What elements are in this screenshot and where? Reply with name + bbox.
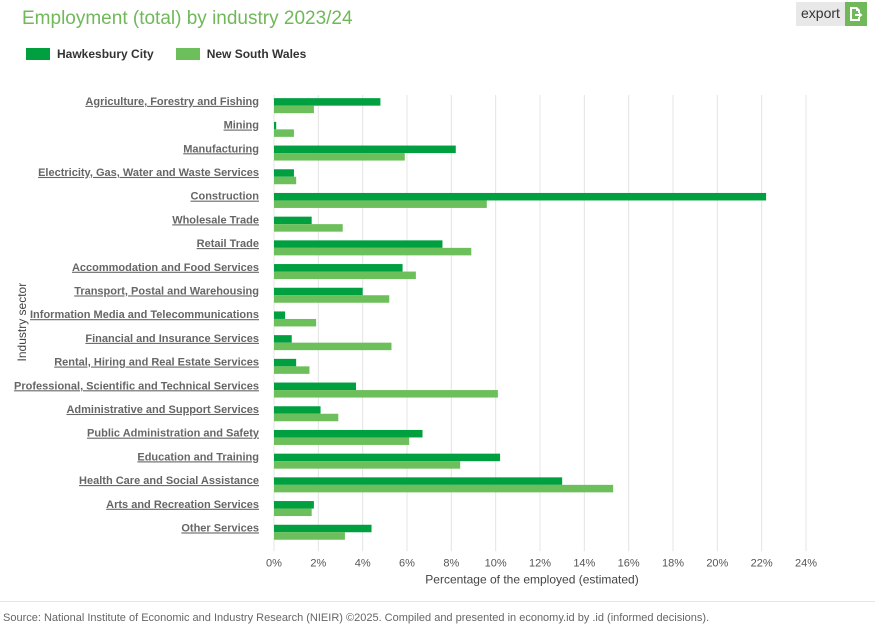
bar-hawkesbury[interactable] — [274, 429, 423, 438]
bar-nsw[interactable] — [274, 224, 343, 232]
bar-hawkesbury[interactable] — [274, 335, 292, 343]
x-tick-label: 14% — [573, 557, 595, 569]
category-label[interactable]: Health Care and Social Assistance — [79, 475, 259, 487]
category-label[interactable]: Administrative and Support Services — [66, 404, 259, 416]
bar-nsw[interactable] — [274, 318, 317, 327]
category-label[interactable]: Mining — [224, 120, 259, 132]
legend-label-hawkesbury: Hawkesbury City — [57, 47, 154, 61]
bar-nsw[interactable] — [274, 153, 405, 161]
bar-hawkesbury[interactable] — [274, 287, 363, 296]
bar-nsw[interactable] — [274, 271, 416, 280]
bar-nsw[interactable] — [274, 129, 294, 137]
x-axis-title: Percentage of the employed (estimated) — [425, 572, 638, 586]
bar-hawkesbury[interactable] — [274, 382, 357, 391]
legend-swatch-hawkesbury — [26, 48, 50, 60]
bar-nsw[interactable] — [274, 508, 312, 517]
x-tick-label: 20% — [706, 557, 728, 569]
bar-hawkesbury[interactable] — [274, 145, 456, 154]
bar-nsw[interactable] — [274, 390, 498, 398]
bar-hawkesbury[interactable] — [274, 406, 321, 414]
bar-chart: 0% 2% 4% 6% 8% 10% 12% 14% 16% 18% 20% 22% 24% Agricu… — [14, 95, 817, 586]
legend-item-nsw[interactable]: New South Wales — [175, 47, 307, 61]
category-label[interactable]: Transport, Postal and Warehousing — [74, 285, 259, 297]
x-tick-label: 10% — [485, 557, 507, 569]
source-note: Source: National Institute of Economic a… — [3, 612, 710, 624]
bar-hawkesbury[interactable] — [274, 453, 501, 462]
category-label[interactable]: Education and Training — [137, 451, 259, 463]
bar-hawkesbury[interactable] — [274, 524, 372, 533]
bar-hawkesbury[interactable] — [274, 121, 277, 130]
category-label[interactable]: Agriculture, Forestry and Fishing — [85, 96, 259, 108]
x-tick-label: 4% — [355, 557, 371, 569]
x-tick-label: 22% — [751, 557, 773, 569]
x-tick-label: 6% — [399, 557, 415, 569]
export-icon — [844, 2, 867, 26]
legend-swatch-nsw — [175, 48, 200, 60]
category-label[interactable]: Wholesale Trade — [172, 214, 259, 226]
bar-hawkesbury[interactable] — [274, 192, 767, 201]
category-label[interactable]: Financial and Insurance Services — [85, 333, 259, 345]
export-label: export — [796, 2, 845, 26]
category-label[interactable]: Information Media and Telecommunications — [30, 309, 259, 321]
bar-hawkesbury[interactable] — [274, 98, 381, 106]
bar-hawkesbury[interactable] — [274, 169, 294, 177]
category-label[interactable]: Arts and Recreation Services — [106, 499, 259, 511]
bar-nsw[interactable] — [274, 342, 392, 351]
bar-hawkesbury[interactable] — [274, 311, 286, 319]
x-tick-label: 18% — [662, 557, 684, 569]
x-tick-label: 8% — [443, 557, 459, 569]
x-tick-label: 12% — [529, 557, 551, 569]
bar-nsw[interactable] — [274, 437, 410, 445]
x-tick-label: 0% — [266, 557, 282, 569]
category-label[interactable]: Professional, Scientific and Technical S… — [14, 380, 259, 392]
bar-nsw[interactable] — [274, 295, 390, 303]
category-label[interactable]: Construction — [191, 191, 260, 203]
bar-nsw[interactable] — [274, 105, 314, 114]
bar-nsw[interactable] — [274, 461, 461, 469]
bar-nsw[interactable] — [274, 176, 297, 185]
bar-nsw[interactable] — [274, 247, 472, 256]
category-label[interactable]: Rental, Hiring and Real Estate Services — [54, 357, 259, 369]
legend-item-hawkesbury[interactable]: Hawkesbury City — [26, 47, 154, 61]
category-label[interactable]: Accommodation and Food Services — [72, 262, 259, 274]
bar-nsw[interactable] — [274, 413, 339, 422]
export-button[interactable]: export — [796, 2, 867, 26]
bar-nsw[interactable] — [274, 200, 487, 208]
category-label[interactable]: Retail Trade — [197, 238, 259, 250]
category-label[interactable]: Other Services — [181, 522, 259, 534]
category-label[interactable]: Electricity, Gas, Water and Waste Servic… — [38, 167, 259, 179]
bar-hawkesbury[interactable] — [274, 477, 563, 485]
chart-legend: Hawkesbury City New South Wales — [26, 47, 328, 61]
category-label[interactable]: Public Administration and Safety — [87, 428, 260, 440]
x-tick-label: 16% — [618, 557, 640, 569]
bar-hawkesbury[interactable] — [274, 240, 443, 248]
y-axis-title: Industry sector — [15, 283, 29, 362]
bar-hawkesbury[interactable] — [274, 264, 403, 272]
bar-hawkesbury[interactable] — [274, 358, 297, 367]
bar-hawkesbury[interactable] — [274, 501, 314, 509]
bar-nsw[interactable] — [274, 366, 310, 374]
legend-label-nsw: New South Wales — [206, 47, 307, 61]
x-tick-label: 24% — [795, 557, 817, 569]
chart-title: Employment (total) by industry 2023/24 — [22, 8, 353, 29]
category-label[interactable]: Manufacturing — [183, 143, 259, 155]
x-tick-label: 2% — [310, 557, 326, 569]
bar-nsw[interactable] — [274, 484, 614, 493]
footer-divider — [0, 601, 875, 602]
bar-nsw[interactable] — [274, 532, 345, 540]
bar-hawkesbury[interactable] — [274, 216, 312, 225]
